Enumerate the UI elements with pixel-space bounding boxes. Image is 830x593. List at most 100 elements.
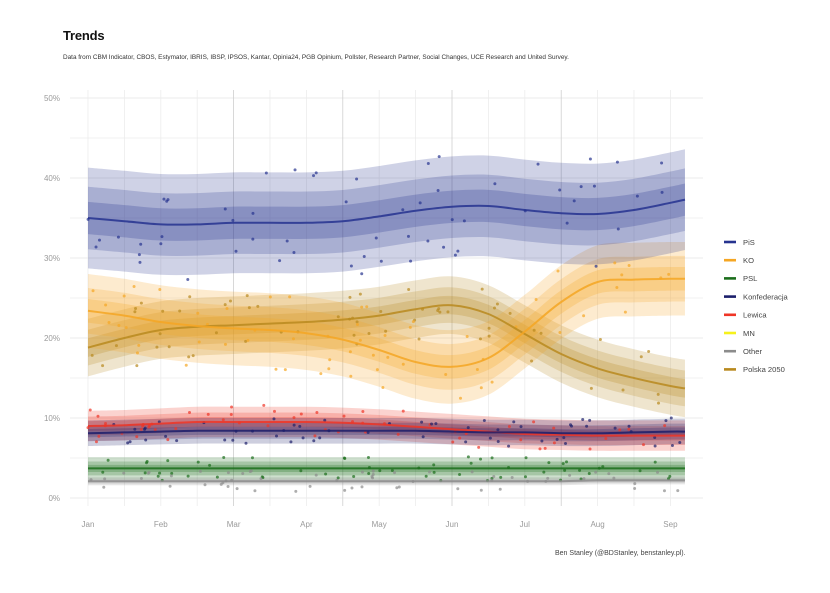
konfederacja-poll-point [421,435,425,439]
ko-poll-point [620,273,624,277]
ko-poll-point [291,337,295,341]
psl-poll-point [469,461,473,465]
konfederacja-poll-point [231,438,235,442]
pis-poll-point [660,190,664,194]
ko-poll-point [349,374,353,378]
polska-2050-poll-point [134,307,138,311]
konfederacja-poll-point [670,444,674,448]
legend-label-konfederacja: Konfederacja [743,292,789,301]
ko-poll-point [375,368,379,372]
konfederacja-poll-point [613,426,617,430]
other-poll-point [235,487,239,491]
lewica-poll-point [153,428,157,432]
konfederacja-poll-point [434,422,438,426]
pis-poll-point [565,221,569,225]
other-poll-point [498,487,502,491]
psl-poll-point [158,471,162,475]
konfederacja-poll-point [466,426,470,430]
other-poll-point [492,475,496,479]
other-poll-point [371,476,375,480]
ko-poll-point [556,269,560,273]
polska-2050-trend-line [87,304,686,390]
x-tick-label: May [372,520,387,529]
other-poll-point [198,469,202,473]
other-poll-point [169,474,173,478]
ko-poll-point [107,321,111,325]
konfederacja-poll-point [482,419,486,423]
pis-poll-point [588,157,592,161]
konfederacja-poll-point [653,435,657,439]
pis-poll-point [264,171,268,175]
pis-poll-point [251,211,255,215]
psl-poll-point [106,458,110,462]
other-poll-point [203,483,207,487]
ko-poll-point [613,261,617,265]
lewica-poll-point [477,445,481,449]
polska-2050-poll-point [256,304,260,308]
polska-2050-poll-point [178,309,182,313]
ko-poll-point [283,368,287,372]
pis-poll-point [406,234,410,238]
other-poll-point [456,487,460,491]
polska-2050-poll-point [379,309,383,313]
legend-label-lewica: Lewica [743,311,767,320]
polska-2050-poll-point [90,353,94,357]
lewica-poll-point [627,427,631,431]
psl-poll-point [563,468,567,472]
pis-poll-point [186,278,190,282]
pis-poll-point [349,264,353,268]
pis-poll-point [615,160,619,164]
pis-poll-point [231,218,235,222]
pis-poll-point [409,259,413,263]
polska-2050-poll-point [657,401,661,405]
other-poll-point [139,476,143,480]
pis-poll-point [314,171,318,175]
konfederacja-poll-point [272,417,276,421]
psl-poll-point [196,460,200,464]
konfederacja-poll-point [323,418,327,422]
polska-2050-poll-point [508,311,512,315]
lewica-poll-point [315,411,319,415]
psl-poll-point [378,469,382,473]
ko-poll-point [246,338,250,342]
ko-poll-point [205,322,209,326]
y-tick-label: 10% [44,414,60,423]
ko-poll-point [444,372,448,376]
polska-2050-band [88,287,685,407]
psl-poll-point [668,474,672,478]
ko-poll-point [365,305,369,309]
lewica-poll-point [299,412,303,416]
x-tick-label: Jun [446,520,459,529]
ko-poll-point [268,295,272,299]
konfederacja-poll-point [581,418,585,422]
other-poll-point [249,469,253,473]
konfederacja-poll-point [292,423,296,427]
ko-poll-point [411,320,415,324]
polska-2050-poll-point [478,337,482,341]
lewica-poll-point [230,405,234,409]
x-tick-label: Mar [227,520,241,529]
pis-poll-point [355,177,359,181]
polska-2050-poll-point [114,344,118,348]
other-poll-point [479,488,483,492]
polska-2050-poll-point [167,345,171,349]
legend: PiS KO PSL Konfederacja Lewica MN Other Polska … [724,238,789,374]
ko-poll-point [197,340,201,344]
pis-poll-point [616,227,620,231]
pis-poll-point [116,235,120,239]
ko-poll-point [371,353,375,357]
psl-poll-point [143,471,147,475]
other-poll-point [102,485,106,489]
other-poll-point [122,471,126,475]
lewica-poll-point [206,412,210,416]
konfederacja-poll-point [678,440,682,444]
psl-poll-point [324,472,328,476]
other-poll-point [393,471,397,475]
konfederacja-poll-point [464,440,468,444]
polska-2050-poll-point [247,306,251,310]
pis-poll-point [660,161,664,165]
psl-poll-point [250,456,254,460]
pis-poll-point [442,245,446,249]
ko-trend-line [87,277,685,368]
pis-poll-point [450,218,454,222]
